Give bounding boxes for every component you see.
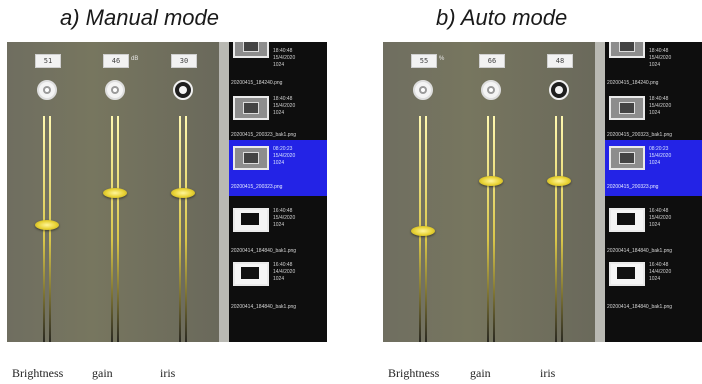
iris-value-field[interactable]: 30 bbox=[171, 54, 197, 68]
image-thumbnail bbox=[609, 96, 645, 120]
slider-area: 51 46 dB 30 bbox=[7, 42, 219, 342]
image-thumbnail bbox=[233, 262, 269, 286]
brightness-unit: % bbox=[439, 56, 445, 62]
brightness-value-field[interactable]: 51 bbox=[35, 54, 61, 68]
gain-icon[interactable] bbox=[105, 80, 125, 100]
item-meta: 18:40:48 15/4/2020 1024 bbox=[649, 96, 672, 116]
image-thumbnail bbox=[609, 42, 645, 58]
list-item[interactable]: 18:40:48 15/4/2020 1024 bbox=[605, 42, 702, 82]
item-meta: 16:40:48 15/4/2020 1024 bbox=[273, 208, 296, 228]
list-item-selected[interactable]: 08:20:23 15/4/2020 1024 20200415_200323.pn… bbox=[229, 140, 327, 196]
file-name: 20200414_184840_bak1.png bbox=[231, 248, 297, 254]
list-item[interactable]: 16:40:48 14/4/2020 1024 bbox=[229, 256, 327, 296]
file-name: 20200415_200323.png bbox=[231, 184, 283, 190]
file-name: 20200414_184840_bak1.png bbox=[231, 304, 297, 310]
item-meta: 18:40:48 15/4/2020 1024 bbox=[273, 48, 296, 68]
caption-manual-mode: a) Manual mode bbox=[60, 5, 219, 30]
image-thumbnail bbox=[233, 42, 269, 58]
list-item[interactable]: 18:40:48 15/4/2020 1024 bbox=[229, 42, 327, 82]
label-brightness: Brightness bbox=[388, 366, 440, 380]
item-meta: 18:40:48 15/4/2020 1024 bbox=[649, 48, 672, 68]
iris-icon[interactable] bbox=[549, 80, 569, 100]
brightness-track[interactable] bbox=[411, 116, 435, 342]
gain-value-field[interactable]: 66 bbox=[479, 54, 505, 68]
iris-icon[interactable] bbox=[173, 80, 193, 100]
file-name: 20200414_184840_bak1.png bbox=[607, 304, 673, 310]
file-name: 20200415_200323.png bbox=[607, 184, 659, 190]
caption-auto-mode: b) Auto mode bbox=[436, 5, 568, 30]
slider-iris: 48 bbox=[541, 42, 581, 342]
brightness-icon[interactable] bbox=[37, 80, 57, 100]
brightness-slider-thumb[interactable] bbox=[411, 226, 435, 236]
slider-brightness: 51 bbox=[29, 42, 69, 342]
item-meta: 08:20:23 15/4/2020 1024 bbox=[649, 146, 672, 166]
iris-slider-thumb[interactable] bbox=[547, 176, 571, 186]
image-thumbnail bbox=[233, 146, 269, 170]
iris-slider-thumb[interactable] bbox=[171, 188, 195, 198]
brightness-track[interactable] bbox=[35, 116, 59, 342]
image-thumbnail bbox=[609, 146, 645, 170]
list-item[interactable]: 18:40:48 15/4/2020 1024 bbox=[229, 90, 327, 130]
file-name: 20200415_184240.png bbox=[607, 80, 659, 86]
list-item[interactable]: 16:40:48 15/4/2020 1024 bbox=[229, 202, 327, 242]
item-meta: 16:40:48 14/4/2020 1024 bbox=[649, 262, 672, 282]
image-thumbnail bbox=[233, 96, 269, 120]
slider-gain: 66 bbox=[473, 42, 513, 342]
item-meta: 16:40:48 15/4/2020 1024 bbox=[649, 208, 672, 228]
gain-track[interactable] bbox=[479, 116, 503, 342]
brightness-value-field[interactable]: 55 bbox=[411, 54, 437, 68]
gain-track[interactable] bbox=[103, 116, 127, 342]
slider-brightness: 55 % bbox=[405, 42, 445, 342]
gain-unit: dB bbox=[131, 56, 139, 62]
list-item[interactable]: 18:40:48 15/4/2020 1024 bbox=[605, 90, 702, 130]
image-thumbnail bbox=[609, 208, 645, 232]
list-item[interactable]: 16:40:48 14/4/2020 1024 bbox=[605, 256, 702, 296]
panel-manual: 51 46 dB 30 18:40:48 15/4/2020 1024 202004… bbox=[7, 42, 327, 342]
panel-auto: 55 % 66 48 18:40:48 15/4/2020 1024 2020041… bbox=[383, 42, 702, 342]
gain-icon[interactable] bbox=[481, 80, 501, 100]
gain-slider-thumb[interactable] bbox=[479, 176, 503, 186]
file-name: 20200415_200323_bak1.png bbox=[231, 132, 297, 138]
file-name: 20200415_184240.png bbox=[231, 80, 283, 86]
brightness-slider-thumb[interactable] bbox=[35, 220, 59, 230]
iris-track[interactable] bbox=[171, 116, 195, 342]
file-name: 20200415_200323_bak1.png bbox=[607, 132, 673, 138]
iris-track[interactable] bbox=[547, 116, 571, 342]
item-meta: 08:20:23 15/4/2020 1024 bbox=[273, 146, 296, 166]
panel-divider bbox=[219, 42, 229, 342]
label-gain: gain bbox=[92, 366, 113, 380]
gain-slider-thumb[interactable] bbox=[103, 188, 127, 198]
label-iris: iris bbox=[540, 366, 556, 380]
file-name: 20200414_184840_bak1.png bbox=[607, 248, 673, 254]
image-thumbnail bbox=[609, 262, 645, 286]
brightness-icon[interactable] bbox=[413, 80, 433, 100]
list-item[interactable]: 16:40:48 15/4/2020 1024 bbox=[605, 202, 702, 242]
item-meta: 16:40:48 14/4/2020 1024 bbox=[273, 262, 296, 282]
file-list[interactable]: 18:40:48 15/4/2020 1024 20200415_184240.pn… bbox=[229, 42, 327, 342]
item-meta: 18:40:48 15/4/2020 1024 bbox=[273, 96, 296, 116]
gain-value-field[interactable]: 46 bbox=[103, 54, 129, 68]
slider-area: 55 % 66 48 bbox=[383, 42, 595, 342]
slider-gain: 46 dB bbox=[97, 42, 139, 342]
iris-value-field[interactable]: 48 bbox=[547, 54, 573, 68]
label-brightness: Brightness bbox=[12, 366, 64, 380]
list-item-selected[interactable]: 08:20:23 15/4/2020 1024 20200415_200323.pn… bbox=[605, 140, 702, 196]
panel-divider bbox=[595, 42, 605, 342]
slider-iris: 30 bbox=[165, 42, 205, 342]
label-iris: iris bbox=[160, 366, 176, 380]
file-list[interactable]: 18:40:48 15/4/2020 1024 20200415_184240.pn… bbox=[605, 42, 702, 342]
label-gain: gain bbox=[470, 366, 491, 380]
image-thumbnail bbox=[233, 208, 269, 232]
